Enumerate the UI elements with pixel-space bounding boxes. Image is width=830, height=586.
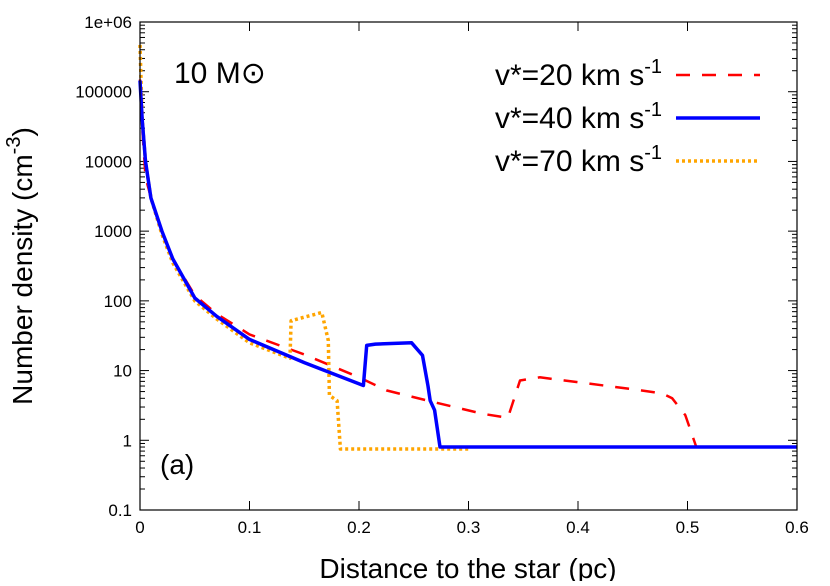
legend-label-sup: -1 (644, 99, 662, 121)
y-tick-label: 1 (123, 431, 132, 450)
legend-label: v*=70 km s-1 (495, 142, 662, 178)
x-tick-label: 0 (135, 518, 144, 537)
y-tick-label: 10000 (85, 152, 132, 171)
x-tick-label: 0.1 (238, 518, 262, 537)
series-line-1 (138, 80, 797, 449)
legend-label-sup: -1 (644, 56, 662, 78)
legend-label-main: v*=20 km s (495, 59, 644, 92)
series-lines (138, 44, 797, 451)
plot-frame (139, 21, 798, 511)
legend-label-main: v*=70 km s (495, 145, 644, 178)
x-tick-label: 0.6 (785, 518, 809, 537)
y-tick-label: 1000 (94, 222, 132, 241)
x-tick-label: 0.5 (676, 518, 700, 537)
y-axis-label: Number density (cm-3) (3, 127, 38, 405)
legend-label: v*=40 km s-1 (495, 99, 662, 135)
legend-label-sup: -1 (644, 142, 662, 164)
x-tick-label: 0.2 (347, 518, 371, 537)
y-tick-label: 0.1 (108, 501, 132, 520)
y-tick-label: 100 (104, 292, 132, 311)
y-tick-label: 100000 (75, 83, 132, 102)
series-line-2 (138, 44, 469, 451)
y-axis-label-sup: -3 (3, 137, 25, 155)
x-tick-label: 0.4 (566, 518, 590, 537)
y-axis-label-end: ) (7, 127, 38, 136)
y-tick-label: 10 (113, 362, 132, 381)
legend-label: v*=20 km s-1 (495, 56, 662, 92)
y-axis-label-main: Number density (cm (7, 154, 38, 405)
y-tick-label: 1e+06 (84, 13, 132, 32)
x-tick-label: 0.3 (457, 518, 481, 537)
legend: v*=20 km s-1v*=40 km s-1v*=70 km s-1 (495, 56, 760, 178)
panel-label: (a) (160, 449, 194, 480)
x-axis-label: Distance to the star (pc) (319, 553, 616, 581)
legend-label-main: v*=40 km s (495, 102, 644, 135)
axis-ticks: 0 0.1 0.2 0.3 0.4 0.5 0.60.1110100100010000100… (75, 13, 809, 537)
mass-annotation: 10 M⊙ (174, 57, 266, 90)
series-line-0 (138, 79, 797, 449)
